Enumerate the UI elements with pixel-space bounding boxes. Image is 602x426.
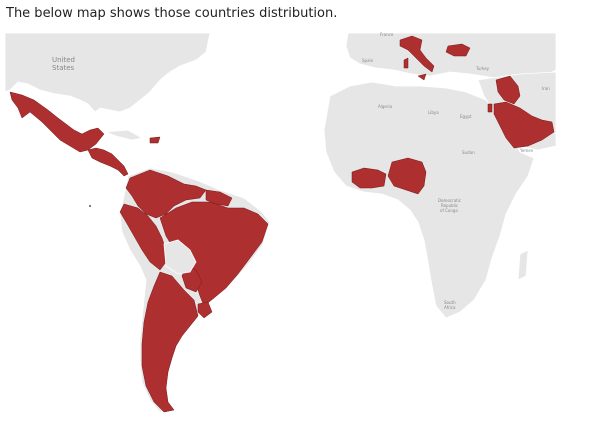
label-algeria: Algeria — [378, 104, 393, 109]
map-caption: The below map shows those countries dist… — [6, 6, 338, 21]
land-madagascar — [517, 249, 529, 281]
country-central-america — [87, 147, 129, 177]
afro-eurasia-map: France Spain Turkey Iran Algeria Libya E… — [323, 32, 557, 319]
land-bolivia — [163, 239, 197, 275]
country-ivory-coast-ghana — [351, 167, 387, 189]
country-mexico — [9, 91, 105, 153]
country-uruguay — [197, 301, 213, 319]
country-sicily — [417, 73, 427, 81]
label-yemen: Yemen — [519, 148, 534, 153]
country-saudi-arabia-gulf — [493, 101, 555, 149]
country-dominican-republic — [149, 136, 161, 144]
label-united-states: United States — [52, 56, 77, 72]
land-cuba — [105, 129, 144, 141]
land-europe — [345, 32, 557, 81]
label-iran: Iran — [542, 86, 550, 91]
label-sudan: Sudan — [462, 150, 475, 155]
label-turkey: Turkey — [475, 66, 490, 71]
label-france: France — [380, 32, 394, 37]
label-libya: Libya — [428, 110, 439, 115]
label-drc: Democratic Republic of Congo — [438, 198, 462, 213]
country-ecuador-peru — [119, 203, 167, 271]
country-sardinia — [403, 57, 409, 69]
country-nigeria-cameroon — [387, 157, 427, 195]
country-italy — [399, 35, 435, 73]
label-spain: Spain — [362, 58, 374, 63]
country-colombia-venezuela — [125, 169, 207, 219]
land-africa — [323, 81, 535, 319]
americas-map: United States — [4, 32, 271, 413]
country-guianas — [205, 189, 233, 207]
country-israel — [487, 103, 493, 113]
land-north-america — [4, 32, 211, 113]
country-bulgaria — [445, 43, 471, 57]
label-south-africa: South Africa — [444, 300, 457, 310]
label-egypt: Egypt — [460, 114, 472, 119]
galapagos-dot — [89, 205, 91, 207]
country-iraq-kuwait — [495, 75, 521, 105]
country-argentina-chile — [141, 271, 199, 413]
